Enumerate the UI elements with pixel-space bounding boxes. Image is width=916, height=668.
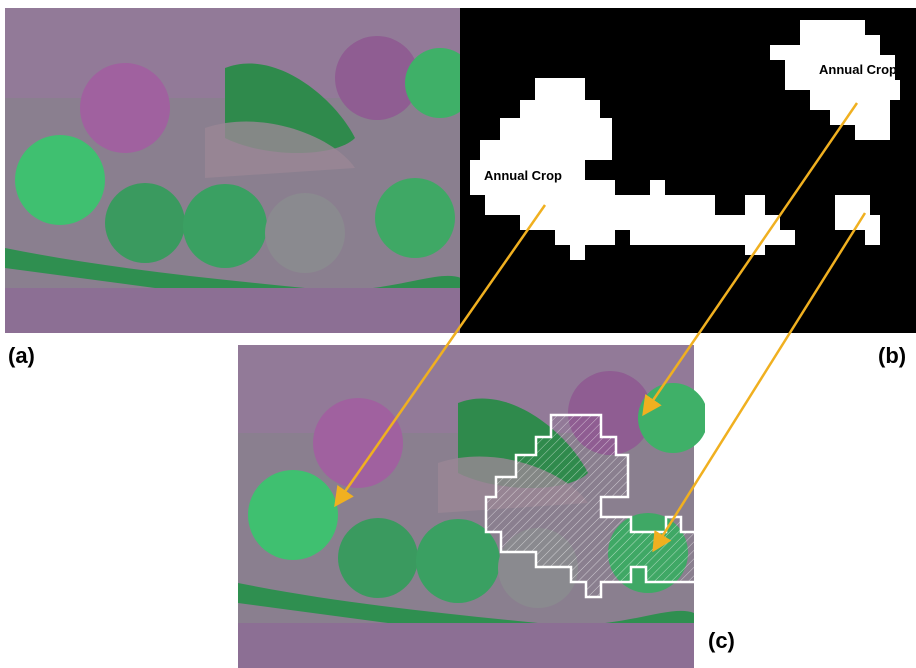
panel-label: (b) xyxy=(878,343,906,368)
arrows xyxy=(334,102,867,553)
panel-b-mask: Annual Crop Annual Crop xyxy=(460,8,916,333)
panel-label: (c) xyxy=(708,628,735,653)
panel-label: (a) xyxy=(8,343,35,368)
panel-c-overlay xyxy=(238,345,705,668)
annotation: Annual Crop xyxy=(484,168,562,183)
annotation: Annual Crop xyxy=(819,62,897,77)
panel-a-image xyxy=(5,8,475,333)
